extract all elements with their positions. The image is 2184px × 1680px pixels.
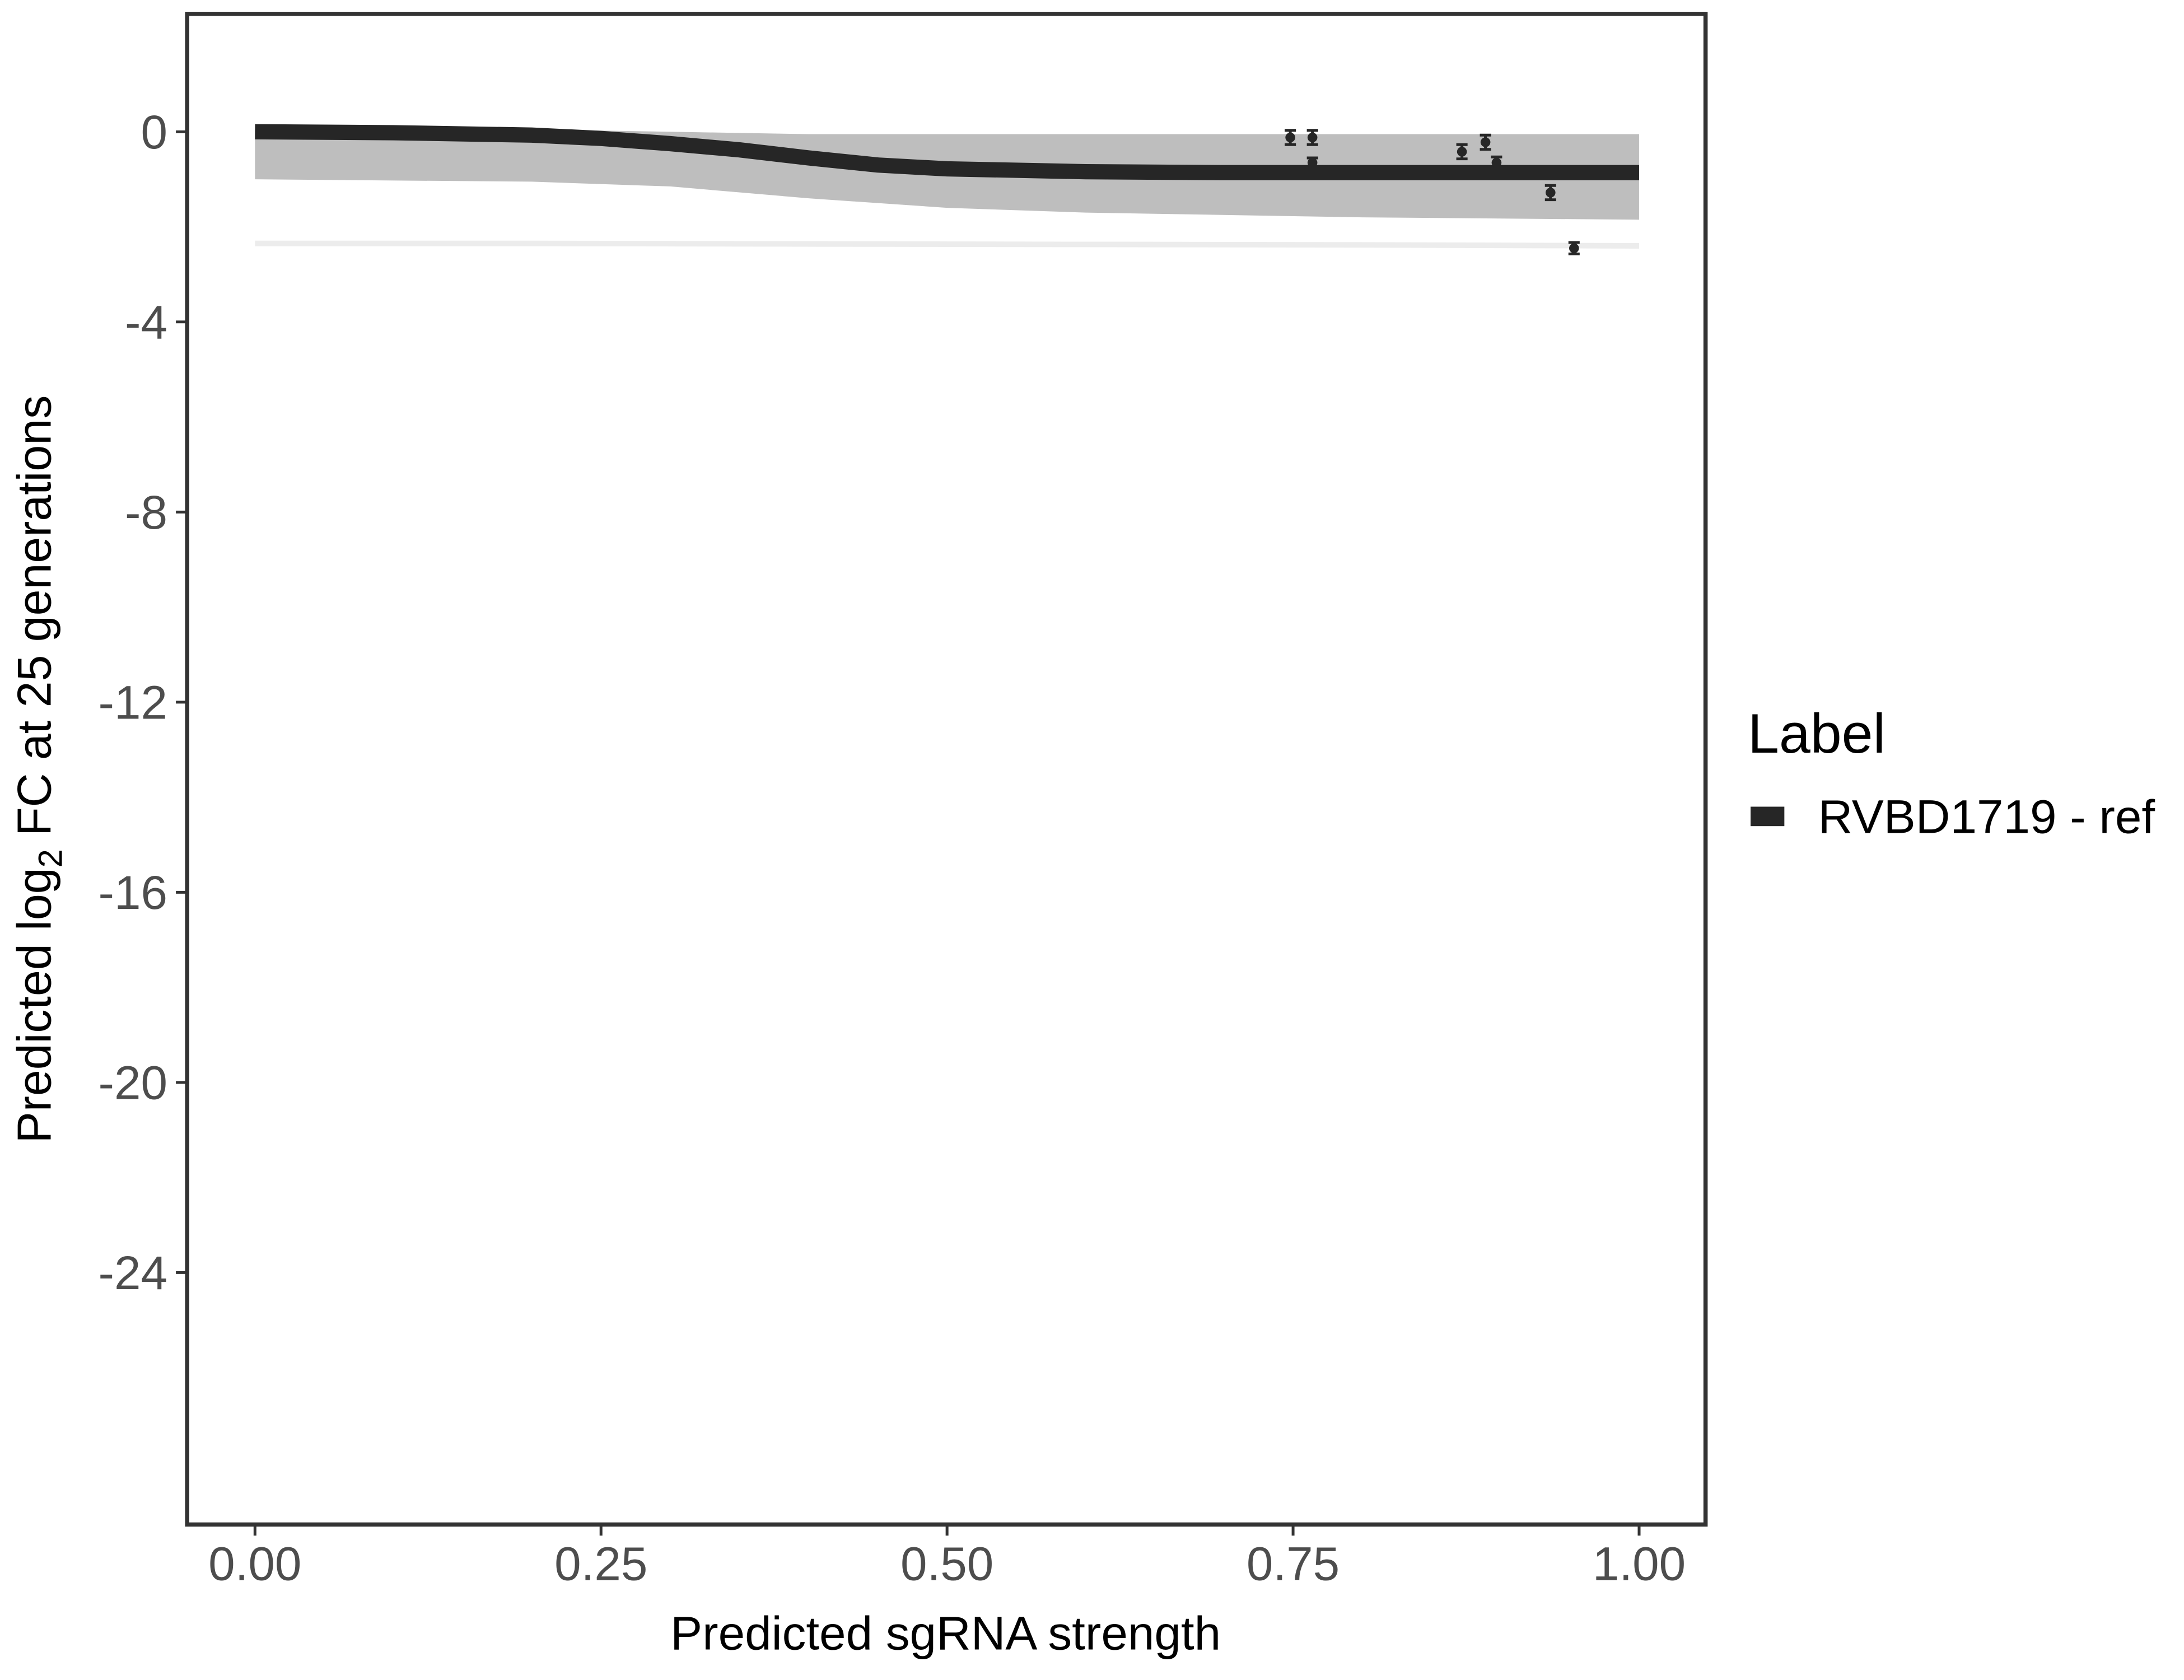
point [1285,132,1295,143]
point [1480,137,1491,147]
x-tick-label: 1.00 [1593,1537,1686,1590]
x-axis-label: Predicted sgRNA strength [670,1607,1221,1659]
x-tick-label: 0.00 [208,1537,301,1590]
y-tick-label: -16 [99,866,167,919]
legend-label: RVBD1719 - ref [1818,790,2155,843]
legend-key [1751,806,1785,827]
point [1545,188,1556,198]
y-tick-label: -12 [99,676,167,729]
point [1307,132,1318,143]
x-tick-label: 0.25 [554,1537,647,1590]
y-tick-label: -4 [125,296,167,348]
y-label-prefix: Predicted log [7,867,61,1143]
y-label-suffix: FC at 25 generations [7,395,61,850]
y-tick-label: -24 [99,1247,167,1299]
point [1491,157,1502,168]
y-tick-label: -20 [99,1056,167,1109]
x-tick-label: 0.50 [900,1537,993,1590]
y-axis-label: Predicted log2 FC at 25 generations [7,395,69,1144]
y-label-sub: 2 [31,849,69,867]
point [1457,147,1467,157]
point [1307,157,1318,168]
y-tick-label: 0 [141,106,168,158]
fit-line [255,124,1639,180]
legend-title: Label [1748,703,1886,764]
draw-line [255,240,1640,249]
x-tick-label: 0.75 [1247,1537,1340,1590]
y-tick-label: -8 [125,486,167,539]
point [1569,243,1579,253]
plot-frame [185,12,1708,1527]
